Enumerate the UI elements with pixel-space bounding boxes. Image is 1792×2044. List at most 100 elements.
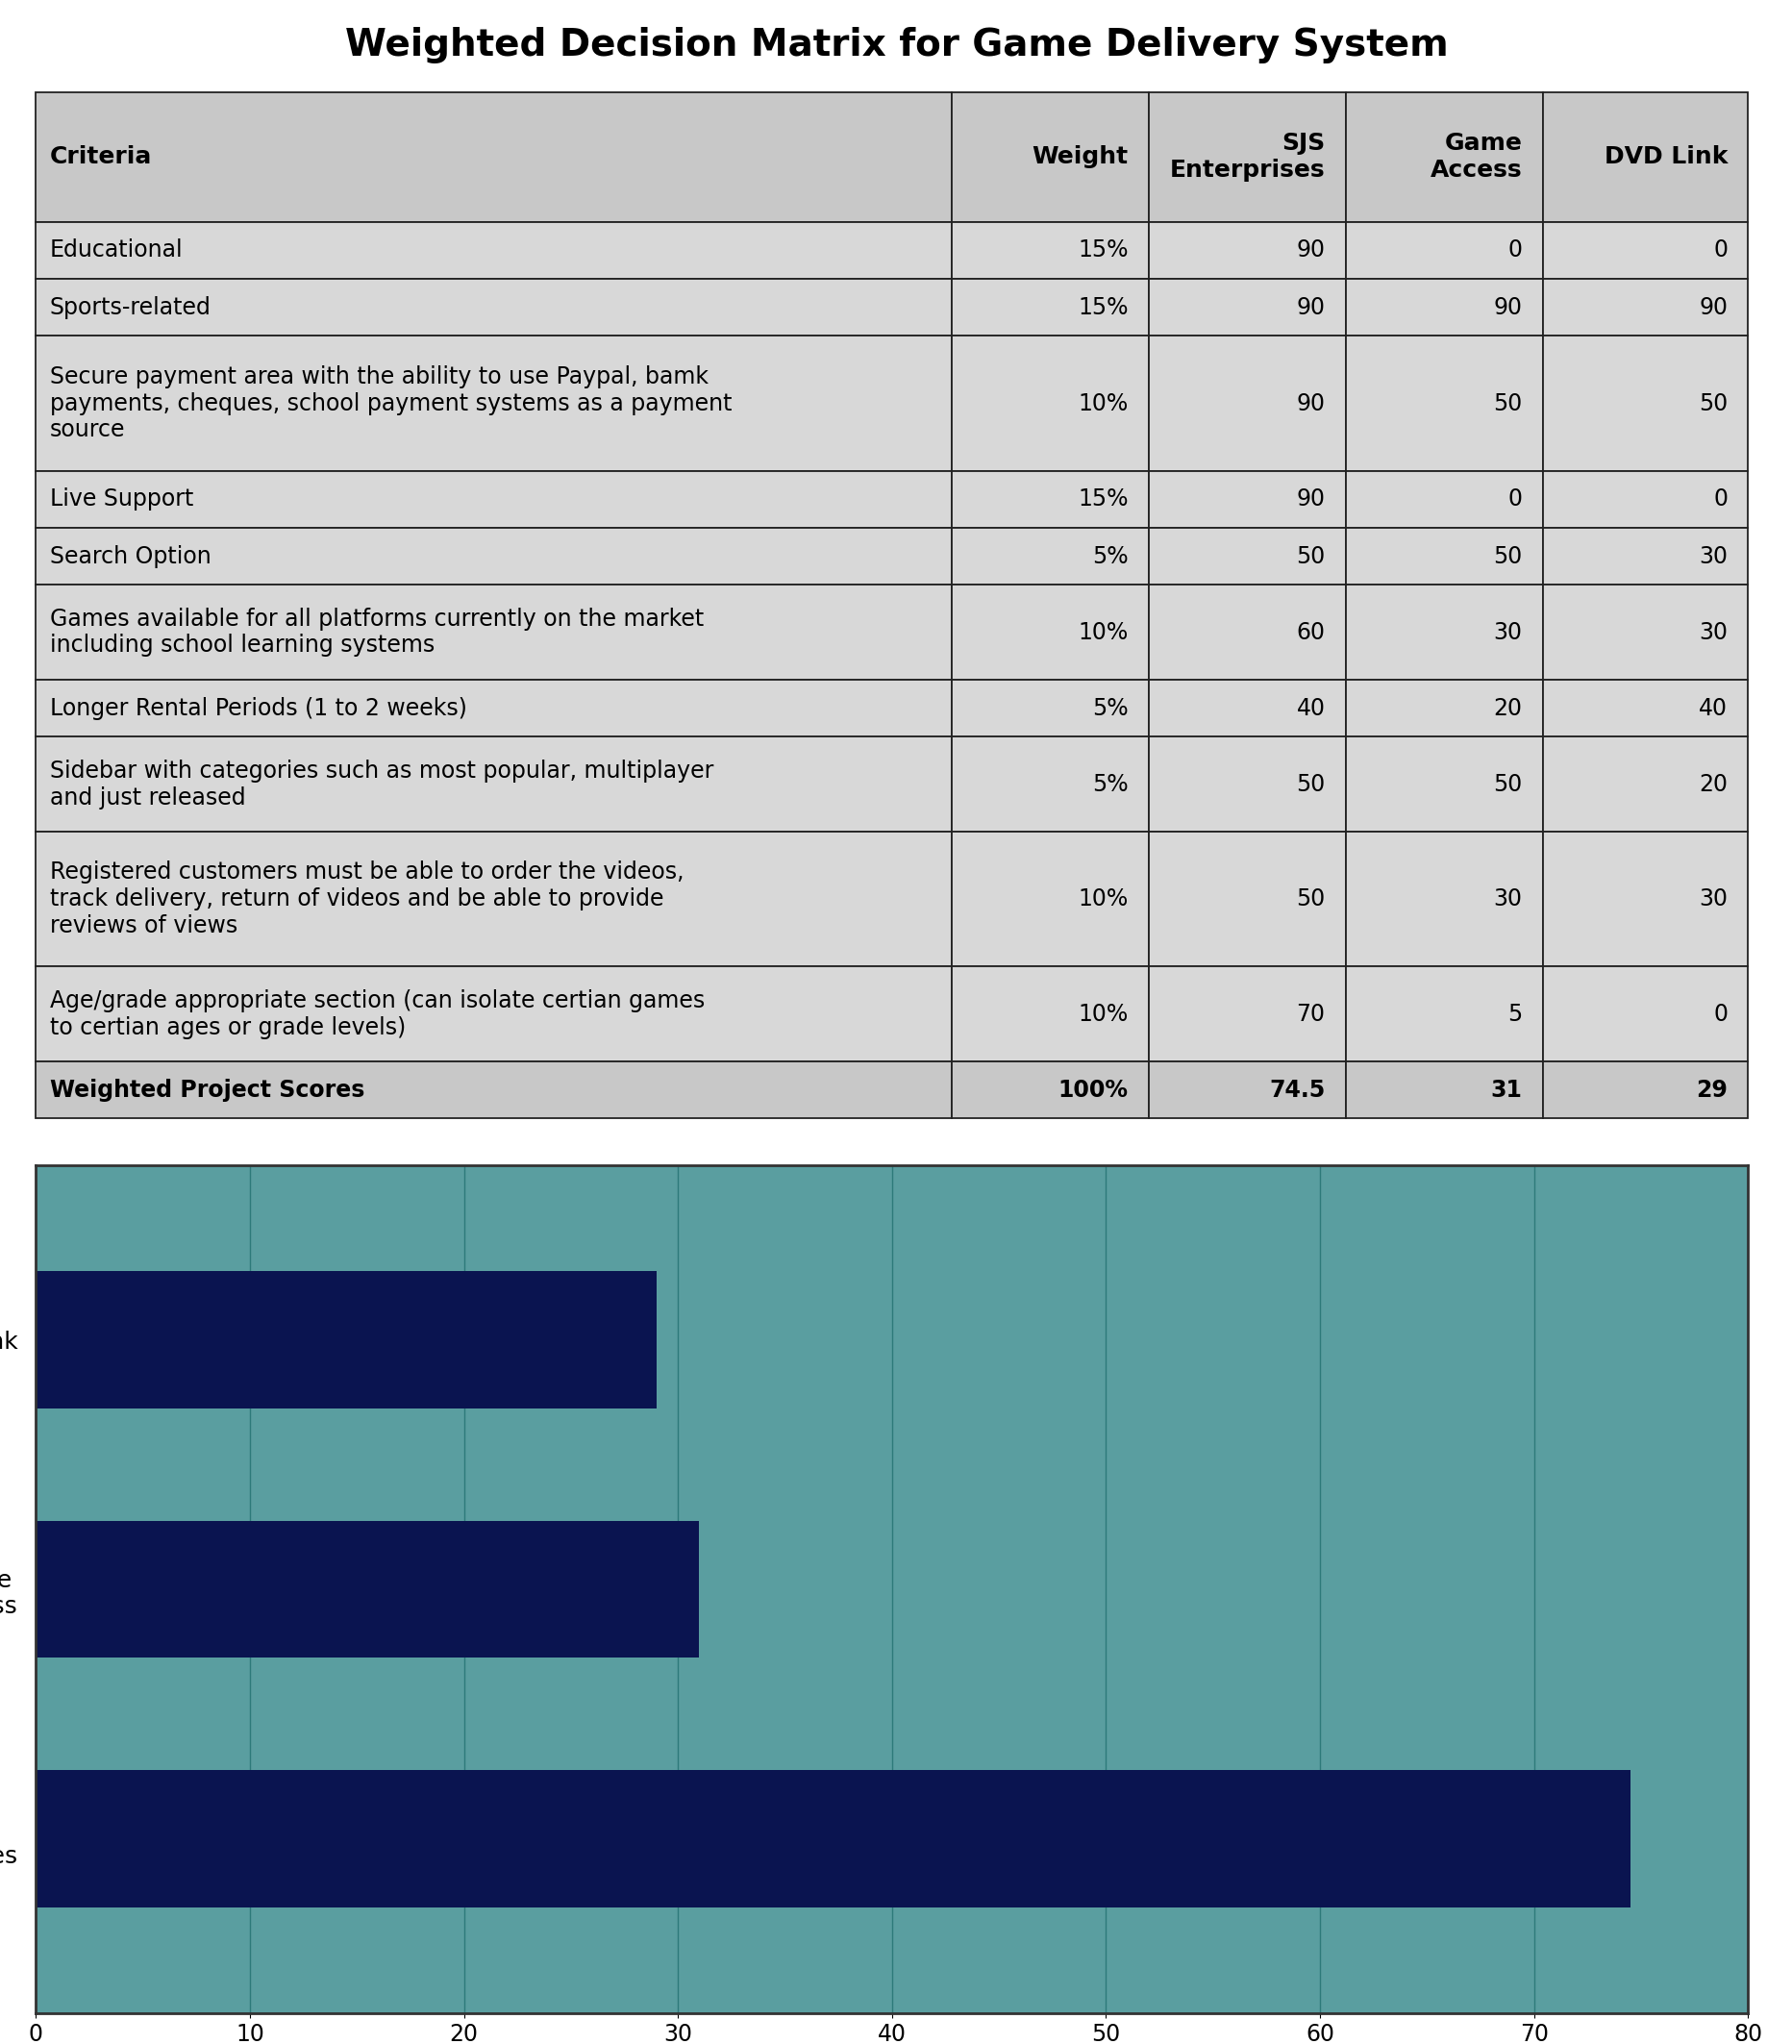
Text: 0: 0 (1711, 1002, 1727, 1026)
Text: 15%: 15% (1077, 296, 1127, 319)
Text: 10%: 10% (1077, 392, 1127, 415)
Bar (952, 470, 1149, 527)
Text: Sidebar with categories such as most popular, multiplayer
and just released: Sidebar with categories such as most pop… (50, 758, 713, 809)
Bar (1346, 92, 1541, 223)
Bar (1346, 736, 1541, 832)
Text: 90: 90 (1697, 296, 1727, 319)
Text: 50: 50 (1493, 773, 1521, 795)
Bar (1149, 1061, 1346, 1118)
Text: 90: 90 (1296, 392, 1324, 415)
Text: 100%: 100% (1057, 1079, 1127, 1102)
Bar (1149, 736, 1346, 832)
Text: Weighted Project Scores: Weighted Project Scores (50, 1079, 364, 1102)
Bar (1541, 585, 1747, 681)
Bar (1149, 470, 1346, 527)
Bar (1541, 470, 1747, 527)
Text: 50: 50 (1296, 887, 1324, 912)
Text: 20: 20 (1697, 773, 1727, 795)
Bar (1149, 967, 1346, 1061)
Text: 10%: 10% (1077, 1002, 1127, 1026)
Text: Games available for all platforms currently on the market
including school learn: Games available for all platforms curren… (50, 607, 702, 656)
Bar (1541, 832, 1747, 967)
Text: Registered customers must be able to order the videos,
track delivery, return of: Registered customers must be able to ord… (50, 861, 683, 938)
Bar (1541, 681, 1747, 736)
Bar (1149, 223, 1346, 278)
Bar (36, 527, 952, 585)
Text: 0: 0 (1711, 239, 1727, 262)
Bar (1346, 832, 1541, 967)
Text: 30: 30 (1493, 887, 1521, 912)
Text: 40: 40 (1697, 697, 1727, 719)
Text: Game
Access: Game Access (1430, 133, 1521, 182)
Text: 30: 30 (1697, 544, 1727, 568)
Bar (1346, 1061, 1541, 1118)
Text: 5%: 5% (1091, 544, 1127, 568)
Bar (1541, 278, 1747, 335)
Text: 0: 0 (1507, 239, 1521, 262)
Bar (1149, 92, 1346, 223)
Text: 50: 50 (1493, 544, 1521, 568)
Bar (952, 223, 1149, 278)
Bar (1541, 92, 1747, 223)
Text: 90: 90 (1296, 296, 1324, 319)
Bar (36, 92, 952, 223)
Text: 70: 70 (1296, 1002, 1324, 1026)
Bar (1541, 527, 1747, 585)
Bar (952, 278, 1149, 335)
Text: DVD Link: DVD Link (1604, 145, 1727, 168)
Bar (1346, 278, 1541, 335)
Text: 90: 90 (1296, 239, 1324, 262)
Bar (1149, 527, 1346, 585)
Bar (952, 832, 1149, 967)
Text: 50: 50 (1493, 392, 1521, 415)
Bar (36, 278, 952, 335)
Bar (1149, 585, 1346, 681)
Text: Weight: Weight (1032, 145, 1127, 168)
Bar (36, 832, 952, 967)
Bar (1541, 335, 1747, 470)
Text: 50: 50 (1697, 392, 1727, 415)
Bar (36, 967, 952, 1061)
Text: 15%: 15% (1077, 239, 1127, 262)
Bar (1541, 967, 1747, 1061)
Bar (1346, 223, 1541, 278)
Bar (36, 1770, 1629, 1907)
Text: Sports-related: Sports-related (50, 296, 211, 319)
Bar (36, 736, 952, 832)
Text: Age/grade appropriate section (can isolate certian games
to certian ages or grad: Age/grade appropriate section (can isola… (50, 989, 704, 1038)
Text: 50: 50 (1296, 773, 1324, 795)
Bar (1541, 736, 1747, 832)
Text: 31: 31 (1489, 1079, 1521, 1102)
Text: 50: 50 (1296, 544, 1324, 568)
Bar (1346, 470, 1541, 527)
Bar (36, 470, 952, 527)
Bar (1346, 335, 1541, 470)
Bar (952, 585, 1149, 681)
Text: Longer Rental Periods (1 to 2 weeks): Longer Rental Periods (1 to 2 weeks) (50, 697, 466, 719)
Bar (1149, 278, 1346, 335)
Bar (1346, 527, 1541, 585)
Bar (952, 527, 1149, 585)
Bar (952, 1061, 1149, 1118)
Bar (36, 223, 952, 278)
Bar (952, 967, 1149, 1061)
Bar (36, 681, 952, 736)
Text: Secure payment area with the ability to use Paypal, bamk
payments, cheques, scho: Secure payment area with the ability to … (50, 366, 731, 442)
Bar (952, 92, 1149, 223)
Text: 30: 30 (1493, 621, 1521, 644)
Text: Search Option: Search Option (50, 544, 211, 568)
Bar (1149, 832, 1346, 967)
Text: Weighted Decision Matrix for Game Delivery System: Weighted Decision Matrix for Game Delive… (344, 27, 1448, 63)
Bar (952, 736, 1149, 832)
Bar (1541, 223, 1747, 278)
Text: 20: 20 (1493, 697, 1521, 719)
Text: 30: 30 (1697, 887, 1727, 912)
Text: 10%: 10% (1077, 887, 1127, 912)
Bar (36, 1521, 699, 1658)
Text: 5%: 5% (1091, 697, 1127, 719)
Text: 15%: 15% (1077, 489, 1127, 511)
Bar (1149, 335, 1346, 470)
Text: 0: 0 (1507, 489, 1521, 511)
Text: 29: 29 (1695, 1079, 1727, 1102)
Bar (1346, 967, 1541, 1061)
